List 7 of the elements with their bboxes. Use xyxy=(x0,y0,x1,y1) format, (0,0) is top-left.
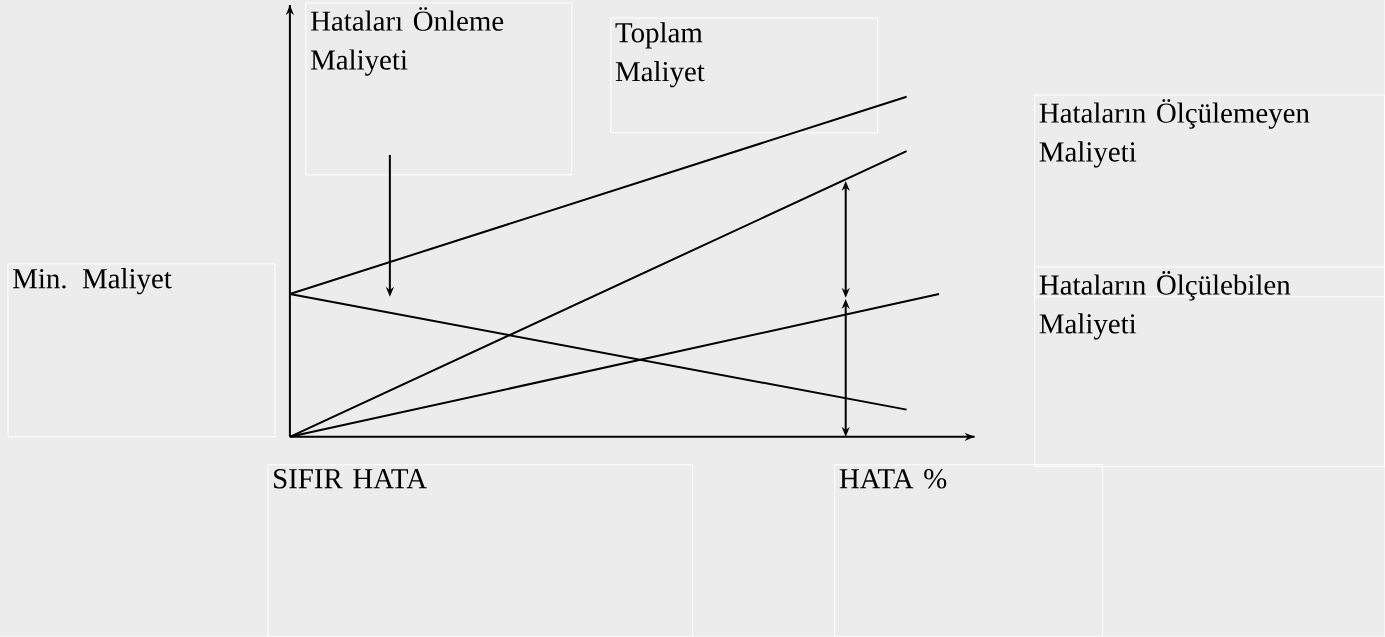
text: HATA % xyxy=(839,468,947,489)
text: SIFIR HATA xyxy=(274,468,427,489)
text: Toplam Maliyet xyxy=(615,22,705,88)
text: Hataların Ölçülemeyen Maliyeti xyxy=(1039,99,1310,168)
text: Hataları Önleme Maliyeti xyxy=(310,7,504,76)
text: Min. Maliyet xyxy=(13,267,172,295)
text: Hataların Ölçülebilen Maliyeti xyxy=(1039,270,1291,340)
